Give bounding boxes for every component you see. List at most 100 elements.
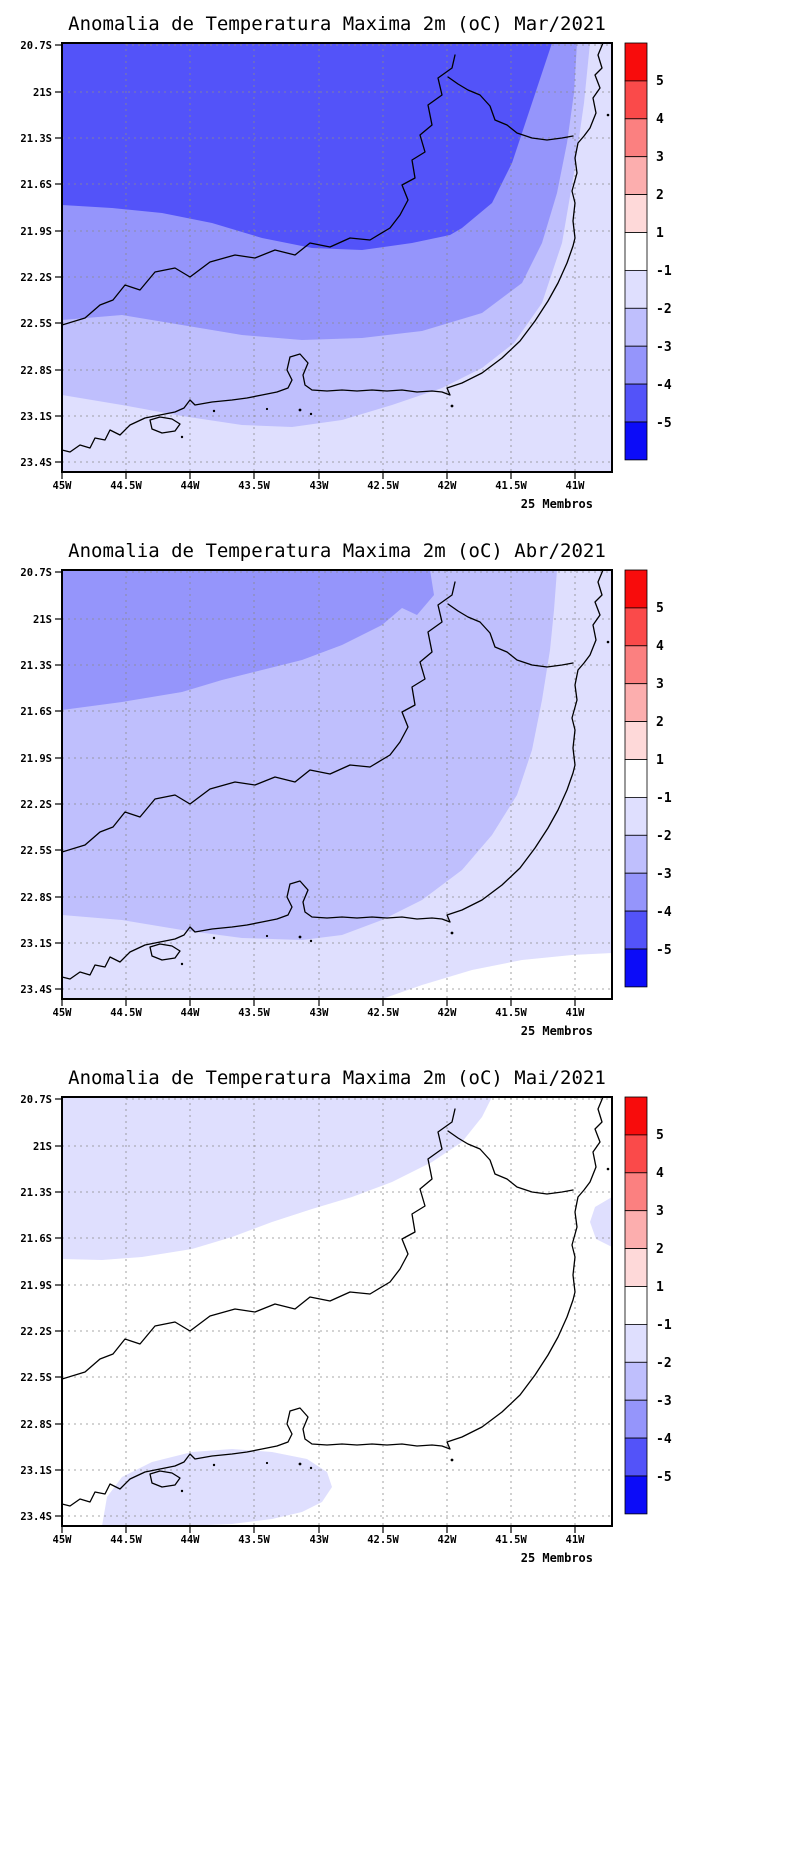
colorbar-cell [624,607,648,647]
temperature-anomaly-map-mar-2021: Anomalia de Temperatura Maxima 2m (oC) M… [20,13,672,511]
colorbar-cell [624,1096,648,1136]
colorbar-cell [624,759,648,798]
colorbar-cell [624,1475,648,1515]
lat-tick-label: 20.7S [20,40,52,52]
colorbar-label: -5 [656,416,672,431]
colorbar-cell [624,1248,648,1287]
lat-axis-labels: 20.7S 21S 21.3S 21.6S 21.9S 22.2S 22.5S … [20,1094,52,1523]
small-islands [180,113,610,439]
colorbar-label: -5 [656,1470,672,1485]
lon-axis-labels: 45W 44.5W 44W 43.5W 43W 42.5W 42W 41.5W … [53,480,586,492]
colorbar-cell [624,269,648,309]
lat-tick-label: 23.4S [20,984,52,996]
colorbar-label: -2 [656,829,672,844]
lat-tick-label: 23.1S [20,938,52,950]
axis-ticks [55,44,576,479]
lat-tick-label: 22.8S [20,365,52,377]
map-plot-area [62,43,612,472]
colorbar-label: -1 [656,1318,672,1333]
lon-tick-label: 42W [438,1534,458,1546]
colorbar-label: -3 [656,1394,672,1409]
lon-tick-label: 41W [566,1534,586,1546]
contour-band-minus1-to-minus2-bays [102,1449,332,1526]
colorbar-label: -4 [656,905,672,920]
lat-tick-label: 21.6S [20,179,52,191]
contour-band-minus3-to-minus4 [62,570,434,710]
lat-tick-label: 21.3S [20,660,52,672]
contour-band-minus1-to-minus2-north [62,1097,492,1260]
colorbar-cell [624,1134,648,1174]
lon-tick-label: 44W [181,1007,201,1019]
lat-tick-label: 22.8S [20,892,52,904]
colorbar-label: 2 [656,1242,664,1257]
colorbar-label: -5 [656,943,672,958]
colorbar-cell [624,383,648,423]
lon-tick-label: 44W [181,480,201,492]
colorbar-label: 1 [656,226,664,241]
colorbar-label: -2 [656,302,672,317]
lon-tick-label: 44.5W [110,1007,142,1019]
plot-border [61,569,613,1000]
lat-tick-label: 21.6S [20,706,52,718]
lon-tick-label: 41.5W [495,480,527,492]
lon-tick-label: 43.5W [238,1007,270,1019]
lon-tick-label: 44.5W [110,1534,142,1546]
lon-tick-label: 45W [53,480,73,492]
temperature-anomaly-map-abr-2021: Anomalia de Temperatura Maxima 2m (oC) A… [20,540,672,1038]
lat-tick-label: 21.3S [20,133,52,145]
lat-axis-labels: 20.7S 21S 21.3S 21.6S 21.9S 22.2S 22.5S … [20,567,52,996]
lat-tick-label: 23.4S [20,457,52,469]
coastline-and-state-borders [62,570,604,980]
lat-tick-label: 22.2S [20,1326,52,1338]
colorbar-label: 4 [656,1166,664,1181]
lat-tick-label: 22.8S [20,1419,52,1431]
panel-title: Anomalia de Temperatura Maxima 2m (oC) M… [68,1067,606,1089]
colorbar-label: -1 [656,791,672,806]
lon-tick-label: 42W [438,1007,458,1019]
lat-tick-label: 21.6S [20,1233,52,1245]
colorbar-label: 2 [656,715,664,730]
lat-tick-label: 21.9S [20,1280,52,1292]
colorbar-cell [624,1210,648,1249]
lat-tick-label: 21S [33,1141,52,1153]
lon-tick-label: 45W [53,1007,73,1019]
panel-abr-2021: Anomalia de Temperatura Maxima 2m (oC) A… [0,527,800,1054]
colorbar-label: 3 [656,677,664,692]
colorbar-label: 4 [656,112,664,127]
lat-tick-label: 23.4S [20,1511,52,1523]
colorbar-label: 5 [656,1128,664,1143]
colorbar-cell [624,345,648,385]
lon-tick-label: 42.5W [367,1534,399,1546]
lon-tick-label: 44W [181,1534,201,1546]
lon-tick-label: 43W [310,1534,330,1546]
colorbar-cell [624,1361,648,1401]
colorbar-cell [624,683,648,722]
map-plot-area [62,1097,612,1526]
lon-tick-label: 42.5W [367,480,399,492]
axis-ticks [55,571,576,1006]
lat-tick-label: 22.5S [20,1372,52,1384]
lat-tick-label: 21.3S [20,1187,52,1199]
axis-ticks [55,1098,576,1533]
lat-tick-label: 22.5S [20,318,52,330]
colorbar-cell [624,569,648,609]
lat-tick-label: 20.7S [20,1094,52,1106]
lon-axis-labels: 45W 44.5W 44W 43.5W 43W 42.5W 42W 41.5W … [53,1534,586,1546]
ensemble-members-note: 25 Membros [521,497,593,511]
colorbar-cell [624,156,648,195]
contour-band-minus1-to-minus2-east [590,1197,612,1247]
coastline-and-state-borders [62,43,604,453]
lat-tick-label: 21S [33,614,52,626]
colorbar-label: 5 [656,74,664,89]
colorbar-cell [624,307,648,347]
colorbar: 5 4 3 2 1 -1 -2 -3 -4 -5 [624,569,672,988]
colorbar-cell [624,796,648,836]
colorbar-label: 1 [656,753,664,768]
colorbar-cell [624,421,648,461]
small-islands [180,1167,610,1493]
lon-tick-label: 42W [438,480,458,492]
colorbar-label: 2 [656,188,664,203]
lat-tick-label: 21.9S [20,753,52,765]
lon-tick-label: 42.5W [367,1007,399,1019]
lat-tick-label: 22.2S [20,799,52,811]
